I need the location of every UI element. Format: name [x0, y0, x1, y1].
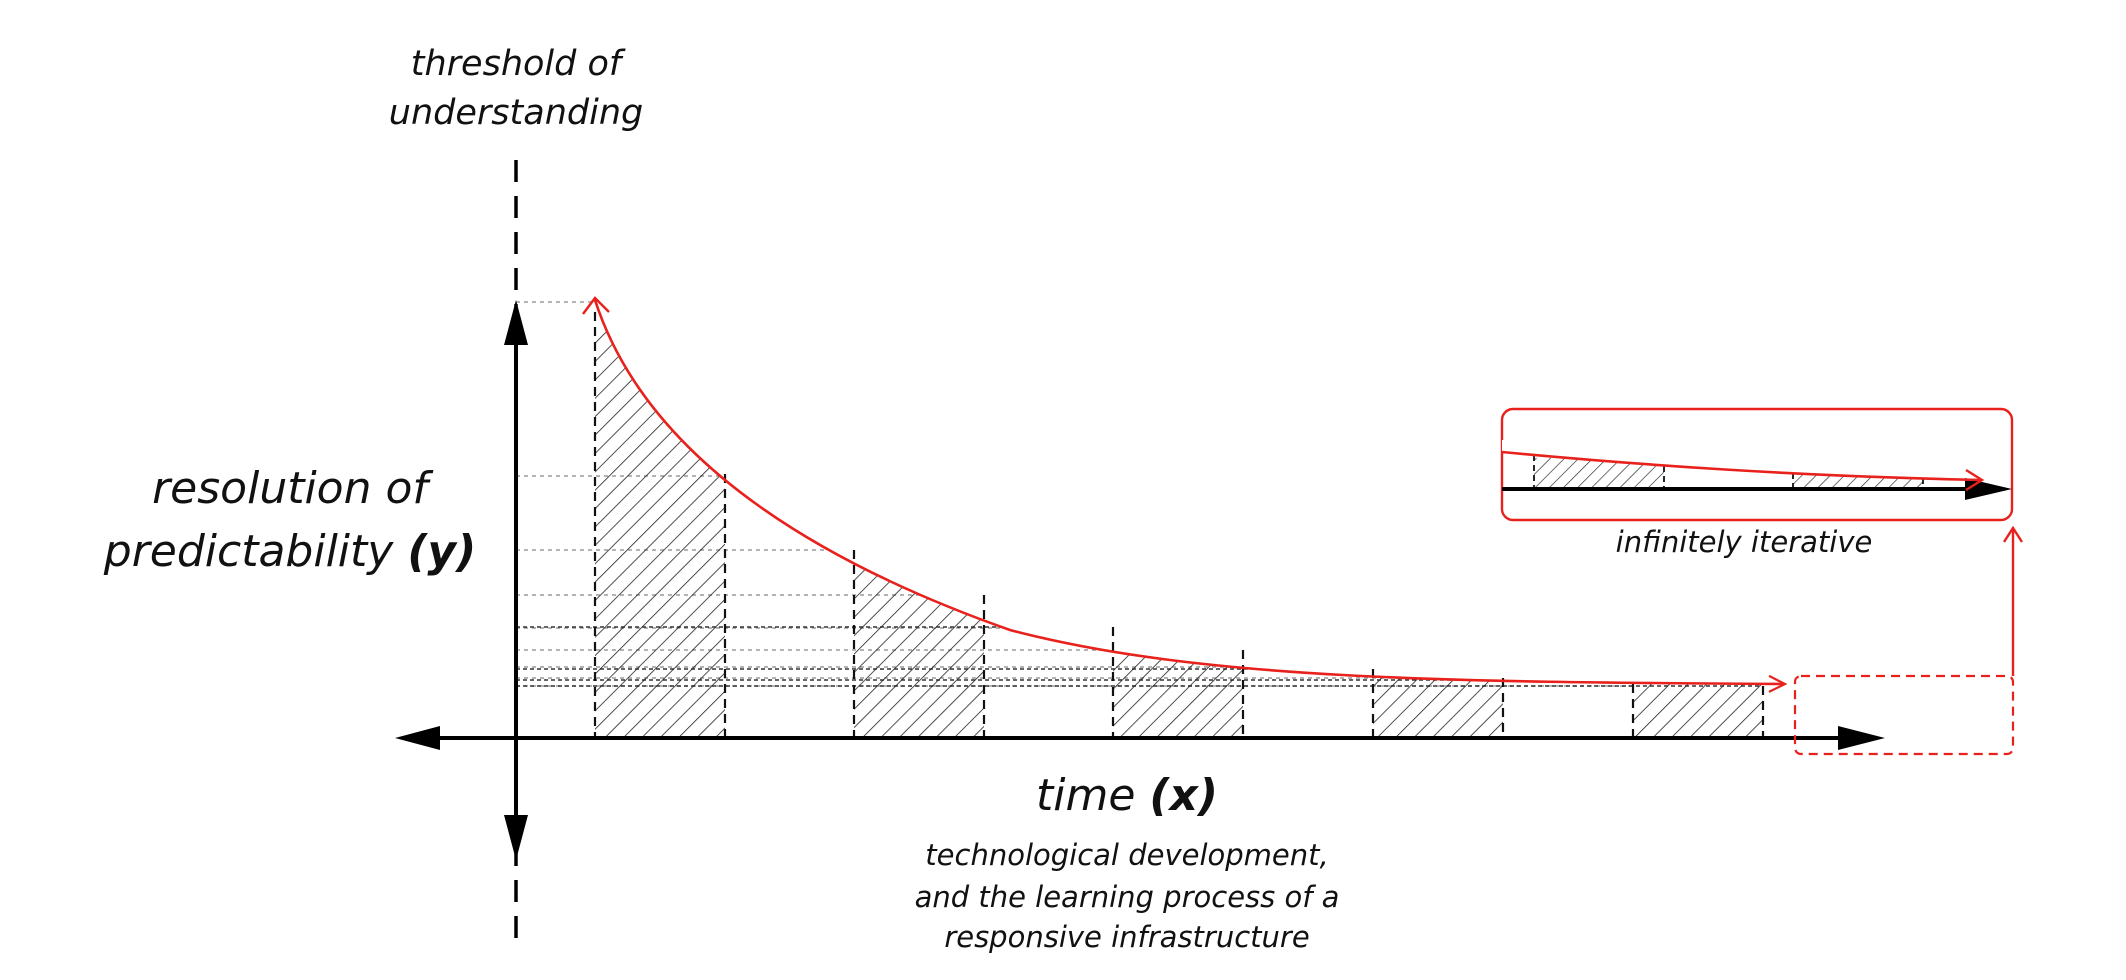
decay-curve — [593, 299, 1785, 684]
hatched-bar-5 — [1633, 684, 1763, 738]
x-axis-sublabel-line-1: technological development, — [925, 838, 1328, 872]
x-axis-label: time (x) — [1036, 770, 1218, 821]
y-axis-down-arrow-icon — [504, 815, 528, 860]
inset-curve — [1501, 450, 1981, 482]
x-axis-variable: (x) — [1149, 770, 1218, 821]
inset-curve-mask — [1502, 440, 1980, 480]
x-axis-right-arrow-icon — [1838, 726, 1885, 750]
y-axis-label-line-1: resolution of — [152, 463, 434, 514]
curve-start-arrow-icon — [582, 296, 610, 315]
x-axis-left-arrow-icon — [395, 726, 440, 750]
y-axis-label-line-2: predictability (y) — [103, 526, 476, 577]
inset-curve-arrow-icon — [1965, 468, 1985, 492]
threshold-label-line-2: understanding — [389, 93, 643, 133]
inset-panel — [1500, 407, 2014, 522]
x-axis-sublabel-line-2: and the learning process of a — [915, 880, 1340, 914]
y-axis-variable: (y) — [407, 526, 476, 577]
y-axis-label-word: predictability — [103, 526, 395, 577]
bar-edges — [593, 312, 1765, 738]
x-axis-sublabel-line-3: responsive infrastructure — [944, 920, 1309, 954]
curve-mask — [595, 280, 1763, 684]
x-axis-label-word: time — [1036, 770, 1135, 821]
y-axis-up-arrow-icon — [504, 300, 528, 345]
continuation-box — [1793, 674, 2015, 756]
threshold-label-line-1: threshold of — [411, 44, 626, 84]
inset-label: infinitely iterative — [1616, 525, 1873, 559]
connector-arrow-icon — [2002, 525, 2024, 543]
